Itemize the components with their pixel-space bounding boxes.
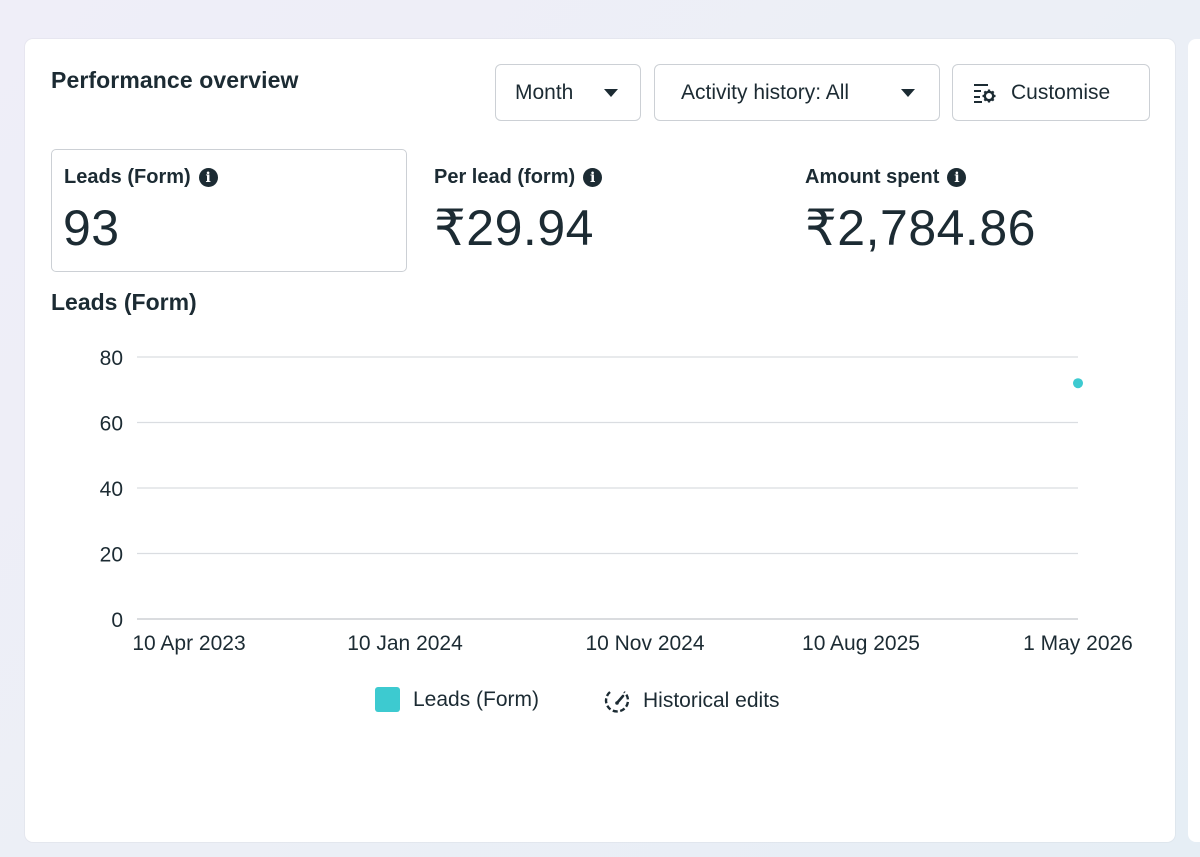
month-dropdown[interactable]: Month [495, 64, 641, 121]
legend-label: Historical edits [643, 689, 780, 712]
chart-title: Leads (Form) [51, 289, 197, 315]
x-tick-label: 10 Aug 2025 [802, 632, 920, 655]
customise-label: Customise [1011, 80, 1111, 104]
performance-card: Performance overview Month Activity hist… [25, 39, 1175, 842]
y-tick-label: 0 [111, 609, 123, 632]
chevron-down-icon [604, 89, 618, 97]
x-tick-label: 10 Apr 2023 [132, 632, 245, 655]
x-tick-label: 10 Jan 2024 [347, 632, 463, 655]
metric-label-text: Amount spent [805, 166, 940, 188]
legend-label: Leads (Form) [413, 687, 540, 711]
activity-label: Activity history: All [681, 80, 850, 104]
chevron-down-icon [901, 89, 915, 97]
y-tick-label: 20 [100, 544, 123, 567]
y-tick-label: 60 [100, 413, 123, 436]
metric-value-leads: 93 [63, 200, 120, 256]
data-point[interactable] [1073, 378, 1083, 389]
metric-label-text: Leads (Form) [64, 166, 191, 188]
metric-label-text: Per lead (form) [434, 166, 576, 188]
adjacent-panel-edge [1188, 39, 1200, 842]
legend-item-historical-edits[interactable]: Historical edits [602, 687, 780, 715]
activity-history-dropdown[interactable]: Activity history: All [654, 64, 940, 121]
x-tick-label: 1 May 2026 [1023, 632, 1133, 655]
leads-chart: 0 20 40 60 80 10 Apr 2023 10 Jan 2024 10 Nov 20… [100, 347, 1133, 655]
metric-label-leads: Leads (Form) i [64, 166, 218, 189]
x-tick-label: 10 Nov 2024 [585, 632, 704, 655]
metric-value-amount-spent: ₹2,784.86 [805, 200, 1036, 256]
info-icon[interactable]: i [947, 168, 967, 187]
customise-icon [974, 83, 996, 103]
y-tick-label: 80 [100, 347, 123, 370]
metric-value-per-lead: ₹29.94 [434, 200, 594, 256]
y-tick-label: 40 [100, 478, 123, 501]
month-label: Month [515, 80, 574, 104]
info-icon[interactable]: i [198, 168, 218, 187]
metric-card-leads-selected[interactable] [51, 149, 407, 272]
customise-button[interactable]: Customise [952, 64, 1150, 121]
legend-item-leads[interactable]: Leads (Form) [375, 687, 539, 712]
historical-edits-icon [604, 691, 630, 713]
page-title: Performance overview [51, 67, 299, 93]
metric-label-per-lead[interactable]: Per lead (form) i [434, 166, 603, 189]
info-icon[interactable]: i [583, 168, 603, 187]
metric-label-amount-spent[interactable]: Amount spent i [805, 166, 967, 189]
legend-swatch [375, 687, 400, 712]
